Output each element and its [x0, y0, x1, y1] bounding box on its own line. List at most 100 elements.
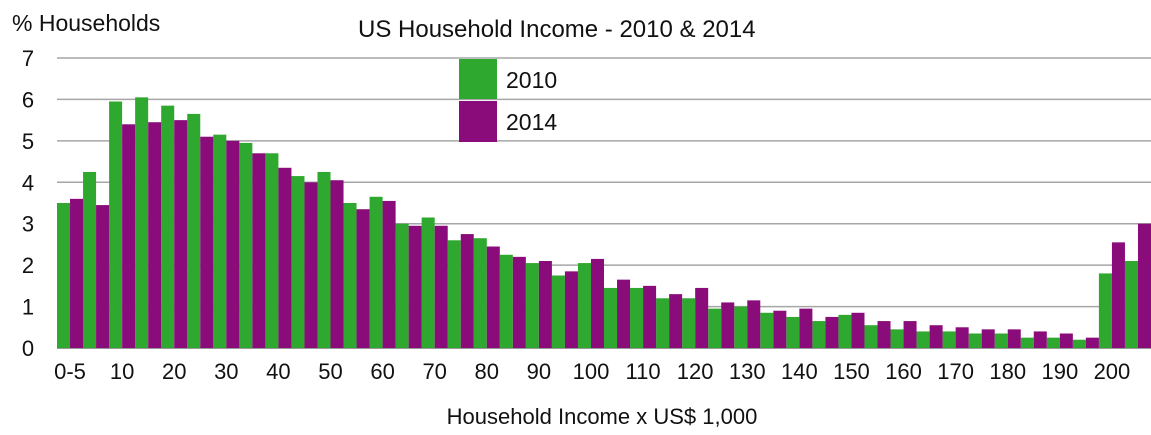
x-tick-label: 10	[110, 359, 134, 384]
bar-2010	[57, 203, 71, 348]
bar-2010	[994, 333, 1008, 348]
bar-2014	[721, 302, 735, 348]
chart-title: US Household Income - 2010 & 2014	[358, 16, 756, 43]
bar-2010	[682, 298, 696, 348]
bar-2014	[200, 136, 214, 348]
bar-2014	[122, 124, 136, 349]
bar-2014	[617, 279, 631, 348]
x-tick-label: 100	[573, 359, 610, 384]
y-tick-labels: 0 1 2 3 4 5 6 7	[22, 46, 34, 361]
bar-2014	[1137, 223, 1151, 348]
bar-2010	[109, 101, 123, 348]
bar-2010	[734, 306, 748, 348]
bar-2014	[304, 182, 318, 348]
y-tick-label: 0	[22, 336, 34, 361]
bar-2010	[1072, 339, 1086, 348]
x-tick-label: 160	[885, 359, 922, 384]
bar-2014	[382, 200, 396, 348]
bar-2010	[499, 254, 513, 348]
y-tick-label: 7	[22, 46, 34, 71]
bar-2010	[369, 196, 383, 348]
x-tick-labels: 0-5 10 20 30 40 50 60 70 80 90 100 110 120 130 140 150 1…	[54, 359, 1130, 384]
bar-2014	[486, 246, 500, 348]
bar-2014	[695, 287, 709, 348]
bar-2010	[447, 240, 461, 348]
bar-2014	[252, 153, 266, 348]
x-tick-label: 80	[475, 359, 499, 384]
x-tick-label: 200	[1094, 359, 1131, 384]
bar-2010	[551, 275, 565, 348]
x-tick-label: 110	[626, 359, 661, 384]
bar-2010	[1124, 261, 1138, 348]
bar-2010	[343, 203, 357, 348]
bar-2010	[135, 97, 149, 348]
x-tick-label: 90	[527, 359, 551, 384]
x-tick-label: 150	[833, 359, 870, 384]
x-tick-label: 190	[1041, 359, 1078, 384]
x-tick-label: 30	[214, 359, 238, 384]
bar-2014	[955, 327, 969, 348]
bar-2010	[83, 171, 97, 348]
bar-2014	[1033, 331, 1047, 348]
y-tick-label: 1	[22, 295, 34, 320]
bar-2010	[239, 142, 253, 348]
bar-2014	[408, 225, 422, 348]
bar-2014	[460, 234, 474, 348]
bar-2014	[851, 312, 865, 348]
bar-2014	[669, 294, 683, 348]
bar-2010	[890, 329, 904, 348]
bar-2014	[96, 205, 110, 348]
legend-swatch-2014	[459, 101, 497, 142]
x-tick-label: 180	[989, 359, 1026, 384]
bar-2010	[1046, 337, 1060, 348]
bars	[57, 97, 1151, 349]
bar-2014	[981, 329, 995, 348]
bar-2014	[799, 308, 813, 348]
bar-2010	[656, 298, 670, 348]
bar-2010	[161, 105, 175, 349]
x-axis-label: Household Income x US$ 1,000	[447, 404, 758, 429]
bar-2010	[525, 263, 539, 348]
bar-2010	[942, 331, 956, 348]
bar-2010	[760, 312, 774, 348]
bar-2010	[812, 321, 826, 348]
y-tick-label: 6	[22, 87, 34, 112]
bar-2010	[864, 325, 878, 348]
bar-2014	[773, 310, 787, 348]
bar-2014	[903, 321, 917, 348]
x-tick-label: 170	[937, 359, 974, 384]
y-tick-label: 2	[22, 253, 34, 278]
x-tick-label: 0-5	[54, 359, 86, 384]
bar-2014	[356, 209, 370, 348]
bar-2010	[577, 263, 591, 348]
bar-2010	[916, 331, 930, 348]
bar-2010	[786, 316, 800, 348]
bar-2010	[838, 314, 852, 348]
bar-2010	[473, 238, 487, 348]
legend-label-2010: 2010	[506, 67, 557, 93]
x-tick-label: 130	[729, 359, 766, 384]
legend: 2010 2014	[459, 59, 557, 142]
bar-2014	[590, 258, 604, 348]
bar-2010	[421, 217, 435, 348]
bar-2010	[1098, 273, 1112, 348]
bar-2014	[1059, 333, 1073, 348]
bar-2014	[278, 167, 292, 348]
legend-swatch-2010	[459, 59, 497, 99]
bar-2010	[604, 287, 618, 348]
bar-2010	[213, 134, 227, 348]
bar-2010	[395, 223, 409, 348]
bar-2014	[512, 256, 526, 348]
bar-2014	[929, 325, 943, 348]
bar-2010	[317, 171, 331, 348]
bar-2014	[1007, 329, 1021, 348]
bar-2014	[330, 180, 344, 348]
y-tick-label: 5	[22, 129, 34, 154]
bar-2010	[968, 333, 982, 348]
bar-2010	[1020, 337, 1034, 348]
x-tick-label: 50	[318, 359, 342, 384]
bar-2014	[643, 285, 657, 348]
x-tick-label: 140	[781, 359, 818, 384]
bar-2014	[564, 271, 578, 348]
